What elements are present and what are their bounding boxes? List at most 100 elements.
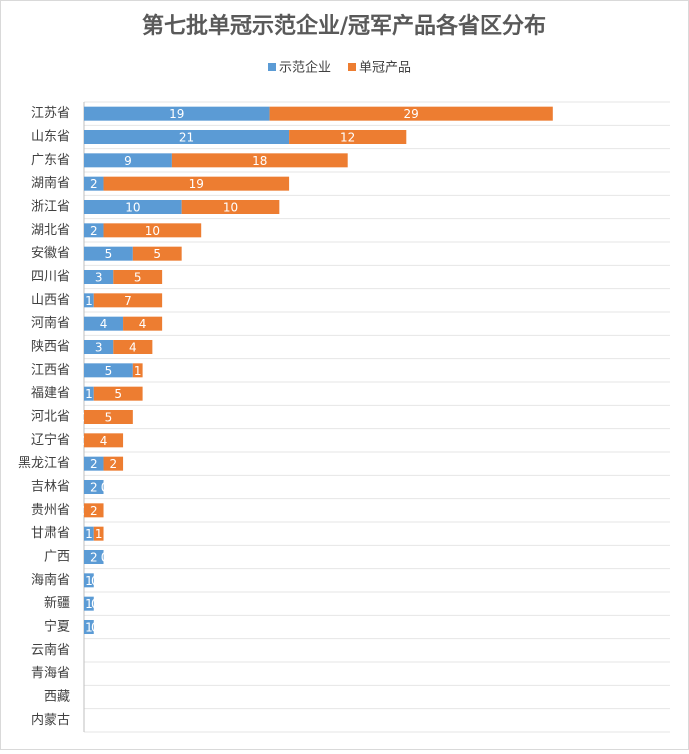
data-label: 2 [90, 551, 98, 565]
legend-swatch [268, 63, 276, 71]
data-label: 1 [85, 527, 93, 541]
data-label: 2 [90, 504, 98, 518]
bar-segment [84, 106, 270, 121]
bar-segment [93, 526, 104, 541]
bar-segment [93, 293, 163, 308]
y-tick-label: 贵州省 [31, 503, 70, 518]
y-tick-label: 河南省 [31, 315, 70, 331]
data-label: 2 [90, 481, 98, 495]
bar-segment [84, 503, 104, 518]
data-label: 5 [105, 364, 113, 378]
y-tick-label: 福建省 [31, 386, 70, 401]
data-label: 1 [85, 294, 93, 308]
data-label: 29 [404, 107, 419, 121]
data-label: 1 [85, 574, 93, 588]
bar-segment [84, 526, 94, 541]
data-label: 0 [101, 481, 109, 495]
y-tick-label: 湖南省 [31, 175, 70, 191]
data-label: 5 [134, 271, 142, 285]
data-label: 0 [91, 574, 99, 588]
bar-segment [84, 130, 290, 144]
data-label: 5 [153, 247, 161, 261]
y-tick-label: 新疆 [44, 595, 70, 611]
legend-label: 单冠产品 [359, 61, 411, 76]
bar-segment [84, 270, 114, 284]
y-tick-label: 湖北省 [31, 223, 70, 238]
y-tick-label: 内蒙古 [31, 712, 70, 728]
y-tick-label: 江西省 [31, 363, 70, 378]
y-tick-label: 黑龙江省 [18, 456, 70, 471]
data-label: 2 [90, 224, 98, 238]
chart-title: 第七批单冠示范企业/冠军产品各省区分布 [142, 13, 546, 39]
bar-segment [181, 200, 280, 214]
bar-segment [84, 480, 104, 494]
bar-segment [289, 130, 407, 144]
data-label: 0 [91, 621, 99, 635]
data-label: 19 [189, 177, 204, 191]
data-label: 1 [85, 621, 93, 635]
bar-segment [84, 200, 182, 214]
data-label: 2 [90, 457, 98, 471]
y-tick-label: 四川省 [31, 270, 70, 285]
data-label: 5 [105, 247, 113, 261]
data-label: 12 [340, 131, 355, 145]
data-label: 4 [100, 317, 108, 331]
bar-segment [84, 386, 94, 401]
bar-segment [84, 316, 124, 331]
y-tick-label: 江苏省 [31, 105, 70, 121]
y-tick-label: 辽宁省 [31, 432, 70, 448]
y-tick-label: 安徽省 [31, 246, 70, 261]
bar-segment [84, 153, 172, 168]
data-label: 21 [179, 131, 194, 145]
legend-swatch [348, 63, 356, 71]
data-label: 19 [169, 107, 184, 121]
y-tick-label: 山东省 [31, 130, 70, 145]
y-tick-label: 河北省 [31, 410, 70, 425]
y-tick-label: 海南省 [31, 572, 70, 588]
y-tick-label: 陕西省 [31, 340, 70, 355]
data-label: 1 [85, 387, 93, 401]
data-label: 2 [90, 177, 98, 191]
data-label: 5 [105, 411, 113, 425]
data-label: 18 [252, 154, 267, 168]
data-label: 10 [125, 201, 140, 215]
data-label: 1 [85, 597, 93, 611]
bar-segment [103, 223, 202, 238]
data-label: 4 [139, 317, 147, 331]
bar-segment [84, 293, 94, 308]
bar-segment [132, 246, 182, 261]
y-tick-label: 西藏 [44, 690, 70, 705]
data-label: 0 [91, 597, 99, 611]
bar-segment [103, 456, 124, 471]
bar-segment [84, 363, 133, 378]
data-label: 3 [95, 341, 103, 355]
data-label: 4 [100, 434, 108, 448]
bar-segment [84, 410, 133, 424]
data-label: 10 [223, 201, 238, 215]
bar-segment [171, 153, 348, 168]
data-label: 0 [101, 551, 109, 565]
data-label: 1 [95, 527, 103, 541]
bar-segment [84, 620, 94, 634]
data-label: 9 [124, 154, 132, 168]
bar-segment [84, 246, 133, 261]
y-tick-label: 青海省 [31, 666, 70, 681]
data-label: 10 [145, 224, 160, 238]
bar-segment [84, 456, 104, 471]
legend-label: 示范企业 [279, 60, 331, 76]
data-label: 7 [124, 294, 132, 308]
data-label: 1 [134, 364, 142, 378]
bar-segment [269, 106, 553, 121]
bar-segment [84, 223, 104, 238]
bar-segment [103, 176, 290, 191]
y-tick-label: 宁夏 [44, 619, 70, 635]
bar-segment [84, 340, 114, 354]
bar-segment [84, 596, 94, 611]
y-tick-label: 山西省 [31, 293, 70, 308]
bar-segment [113, 340, 153, 354]
bar-segment [132, 363, 143, 378]
bar-segment [84, 573, 94, 588]
data-label: 5 [114, 387, 122, 401]
data-label: 4 [129, 341, 137, 355]
